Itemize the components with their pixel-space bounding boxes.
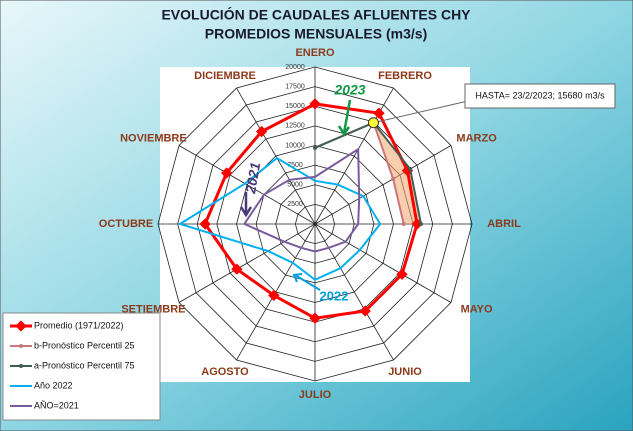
marker xyxy=(255,125,268,138)
y-tick-label: 12500 xyxy=(285,123,305,130)
y-tick-label: 15000 xyxy=(285,103,305,110)
chart-title: EVOLUCIÓN DE CAUDALES AFLUENTES CHY xyxy=(161,6,471,23)
category-label: MAYO xyxy=(461,303,493,315)
annotation: 2022 xyxy=(320,288,349,303)
annotation: HASTA= 23/2/2023; 15680 m3/s xyxy=(475,90,605,100)
highlight-point xyxy=(367,117,379,129)
category-label: JULIO xyxy=(299,389,332,401)
annotation-arrow xyxy=(239,192,253,218)
y-tick-label: 10000 xyxy=(285,142,305,149)
y-tick-label: 20000 xyxy=(285,64,305,71)
legend-label: b-Pronóstico Percentil 25 xyxy=(34,340,135,350)
series-line xyxy=(242,147,361,253)
spoke xyxy=(178,145,316,225)
y-tick-label: 7500 xyxy=(287,162,303,169)
legend-marker xyxy=(19,364,23,368)
annotation: 2023 xyxy=(333,82,365,98)
spoke xyxy=(314,223,452,303)
forecast-band xyxy=(373,122,421,224)
category-label: MARZO xyxy=(456,132,497,144)
category-label: NOVIEMBRE xyxy=(120,132,187,144)
marker xyxy=(391,176,396,181)
category-label: AGOSTO xyxy=(201,366,249,378)
marker xyxy=(231,263,243,275)
spoke xyxy=(314,223,394,361)
legend-label: Año 2022 xyxy=(34,380,73,390)
legend-label: Promedio (1971/2022) xyxy=(34,320,124,330)
marker xyxy=(199,218,211,230)
category-label: FEBRERO xyxy=(378,70,432,82)
callout-line xyxy=(373,100,469,124)
annotation-arrow xyxy=(292,273,321,291)
marker xyxy=(359,305,371,317)
marker xyxy=(268,289,280,302)
spoke xyxy=(178,223,316,303)
marker xyxy=(401,222,406,226)
category-label: ABRIL xyxy=(487,218,521,230)
legend-label: a-Pronóstico Percentil 75 xyxy=(34,360,135,370)
category-label: JUNIO xyxy=(388,366,422,378)
marker xyxy=(220,167,233,179)
category-label: SETIEMBRE xyxy=(121,303,185,315)
spoke xyxy=(236,87,316,225)
spoke xyxy=(314,145,452,225)
marker xyxy=(313,145,317,150)
category-label: ENERO xyxy=(295,47,335,59)
y-tick-label: 2500 xyxy=(287,201,303,208)
annotation: 2021 xyxy=(242,161,263,196)
marker xyxy=(408,167,413,172)
callout-box xyxy=(464,83,616,109)
y-tick-label: 17500 xyxy=(285,83,305,90)
marker xyxy=(418,222,423,226)
chart-subtitle: PROMEDIOS MENSUALES (m3/s) xyxy=(205,26,427,42)
annotation-arrow xyxy=(337,99,352,137)
marker xyxy=(309,312,321,324)
y-tick-label: 5000 xyxy=(287,182,303,189)
legend-marker xyxy=(19,344,23,348)
category-label: OCTUBRE xyxy=(99,218,153,230)
marker xyxy=(396,268,408,280)
category-label: DICIEMBRE xyxy=(194,70,256,82)
legend-label: AÑO=2021 xyxy=(34,400,79,410)
series-line xyxy=(177,156,382,281)
